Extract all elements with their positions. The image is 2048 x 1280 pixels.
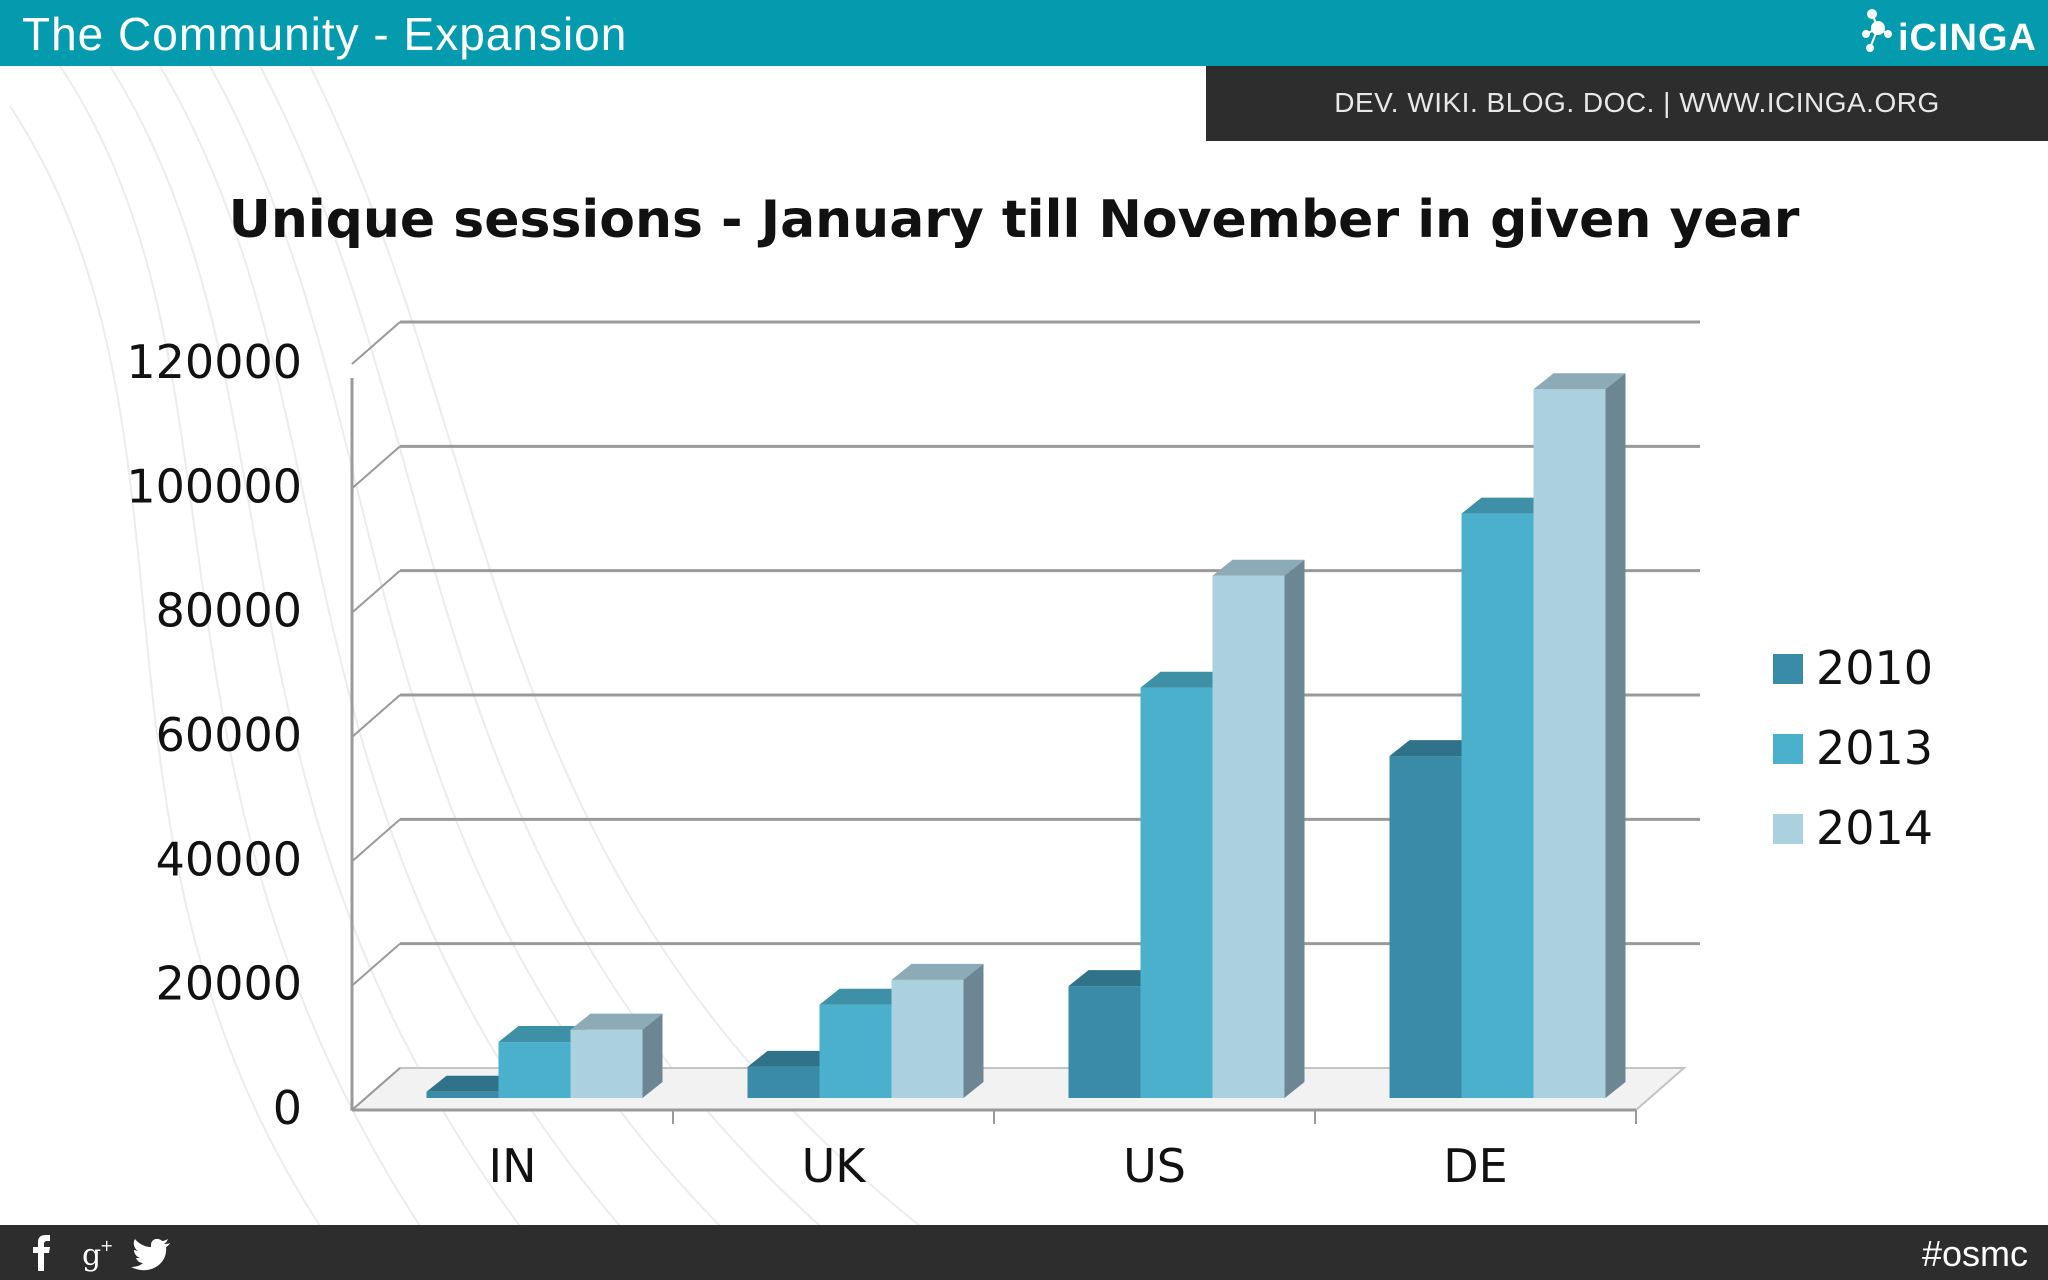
- legend-swatch-2013: [1773, 734, 1803, 764]
- y-tick-label: 60000: [156, 708, 302, 762]
- icinga-logo-text: iCINGA: [1898, 17, 2037, 59]
- unique-sessions-chart: 0 20000 40000 60000 80000 100000 120000 IN UK US D…: [126, 320, 1933, 1193]
- gridline-side: [351, 321, 401, 365]
- x-tick-label: US: [1123, 1139, 1186, 1193]
- twitter-icon[interactable]: [131, 1238, 170, 1271]
- bar-US-2014: [1212, 575, 1285, 1098]
- links-bar: DEV. WIKI. BLOG. DOC. | WWW.ICINGA.ORG: [1206, 66, 2048, 141]
- facebook-icon[interactable]: [33, 1235, 50, 1271]
- bar-top-US-2010: [1068, 970, 1161, 987]
- gridline-side: [351, 818, 401, 863]
- footer-bar: g + #osmc: [0, 1225, 2048, 1280]
- gridline-side: [351, 1067, 401, 1111]
- chart-title: Unique sessions - January till November …: [228, 190, 1800, 250]
- bar-DE-2010: [1389, 756, 1462, 1098]
- y-tick-label: 0: [273, 1081, 302, 1135]
- gridline-side: [351, 942, 401, 987]
- header-bar: The Community - Expansion iCINGA: [0, 0, 2048, 66]
- gridline-side: [351, 569, 401, 614]
- y-tick-label: 40000: [156, 832, 302, 886]
- y-tick-label: 120000: [126, 335, 302, 389]
- icinga-logo: iCINGA: [1858, 4, 2048, 64]
- y-tick-label: 80000: [156, 584, 302, 638]
- bar-side-UK-2014: [963, 963, 984, 1098]
- bar-top-UK-2013: [819, 988, 912, 1005]
- bar-UK-2014: [891, 979, 964, 1098]
- bar-top-DE-2014: [1533, 373, 1626, 390]
- gridline-side: [351, 445, 401, 490]
- google-plus-icon[interactable]: g +: [82, 1236, 113, 1273]
- legend-label: 2010: [1816, 641, 1933, 695]
- gridline-side: [351, 694, 401, 738]
- bar-side-US-2014: [1284, 559, 1305, 1098]
- x-tick-label: IN: [489, 1139, 537, 1193]
- bar-top-UK-2010: [747, 1050, 840, 1067]
- legend-swatch-2014: [1773, 814, 1803, 844]
- bar-top-US-2014: [1212, 559, 1305, 576]
- svg-text:g: g: [82, 1238, 101, 1273]
- bar-IN-2010: [426, 1091, 499, 1098]
- x-tick-label: UK: [802, 1139, 868, 1193]
- bar-top-DE-2010: [1389, 740, 1482, 757]
- bar-top-DE-2013: [1461, 497, 1554, 514]
- site-links[interactable]: DEV. WIKI. BLOG. DOC. | WWW.ICINGA.ORG: [1334, 87, 1940, 118]
- legend-label: 2013: [1816, 721, 1933, 775]
- social-icons: g +: [33, 1235, 170, 1273]
- bar-top-UK-2014: [891, 963, 984, 980]
- x-tick-label: DE: [1443, 1139, 1508, 1193]
- bar-side-DE-2014: [1605, 373, 1626, 1098]
- bar-DE-2013: [1461, 513, 1534, 1098]
- y-tick-label: 20000: [156, 957, 302, 1011]
- bar-US-2010: [1068, 986, 1141, 1098]
- bar-side-IN-2014: [642, 1013, 663, 1098]
- bar-top-US-2013: [1140, 671, 1233, 688]
- icinga-logo-icon: [1862, 9, 1892, 52]
- bar-UK-2010: [747, 1066, 820, 1098]
- bar-IN-2013: [498, 1042, 571, 1098]
- bar-top-IN-2014: [570, 1013, 663, 1030]
- bar-US-2013: [1140, 687, 1213, 1098]
- svg-text:+: +: [100, 1236, 113, 1255]
- bar-top-IN-2010: [426, 1075, 519, 1092]
- bar-UK-2013: [819, 1004, 892, 1098]
- bar-top-IN-2013: [498, 1026, 591, 1043]
- slide-title: The Community - Expansion: [22, 8, 628, 60]
- legend-swatch-2010: [1773, 654, 1803, 684]
- bar-IN-2014: [570, 1029, 643, 1098]
- hashtag: #osmc: [1921, 1233, 2028, 1274]
- bar-DE-2014: [1533, 389, 1606, 1098]
- y-tick-label: 100000: [126, 459, 302, 513]
- legend-label: 2014: [1816, 801, 1933, 855]
